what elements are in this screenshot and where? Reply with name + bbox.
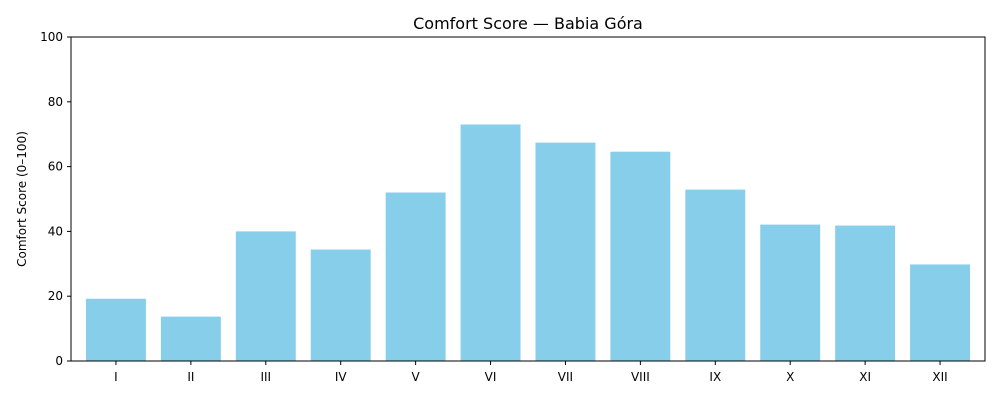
x-axis-ticks: I II III IV V VI VII VIII IX X XI XII <box>114 361 948 384</box>
y-tick-label: 0 <box>55 354 63 368</box>
y-axis-ticks: 0 20 40 60 80 100 <box>40 30 71 368</box>
x-tick-label: XI <box>859 370 871 384</box>
bar-III <box>235 231 296 361</box>
bar-I <box>85 298 146 361</box>
bar-X <box>760 224 821 361</box>
y-tick-label: 100 <box>40 30 63 44</box>
bar-XII <box>910 264 971 361</box>
bar-V <box>385 192 446 361</box>
x-tick-label: III <box>260 370 271 384</box>
x-tick-label: VII <box>558 370 573 384</box>
bar-II <box>160 316 221 361</box>
x-tick-label: XII <box>932 370 947 384</box>
x-tick-label: II <box>187 370 194 384</box>
x-tick-label: VI <box>485 370 497 384</box>
x-tick-label: IV <box>335 370 348 384</box>
y-axis-label: Comfort Score (0–100) <box>15 131 29 267</box>
chart-title: Comfort Score — Babia Góra <box>413 14 643 33</box>
y-tick-label: 80 <box>48 95 63 109</box>
y-tick-label: 60 <box>48 160 63 174</box>
x-tick-label: V <box>412 370 421 384</box>
bar-VI <box>460 124 521 361</box>
bar-VII <box>535 142 596 361</box>
y-tick-label: 40 <box>48 224 63 238</box>
bar-XI <box>835 225 896 361</box>
bar-IV <box>310 249 371 361</box>
y-tick-label: 20 <box>48 289 63 303</box>
bar-IX <box>685 189 746 361</box>
x-tick-label: I <box>114 370 118 384</box>
x-tick-label: IX <box>709 370 721 384</box>
bar-VIII <box>610 151 671 361</box>
x-tick-label: VIII <box>631 370 650 384</box>
plot-frame <box>70 36 986 362</box>
x-tick-label: X <box>786 370 794 384</box>
bars-group <box>85 124 971 361</box>
